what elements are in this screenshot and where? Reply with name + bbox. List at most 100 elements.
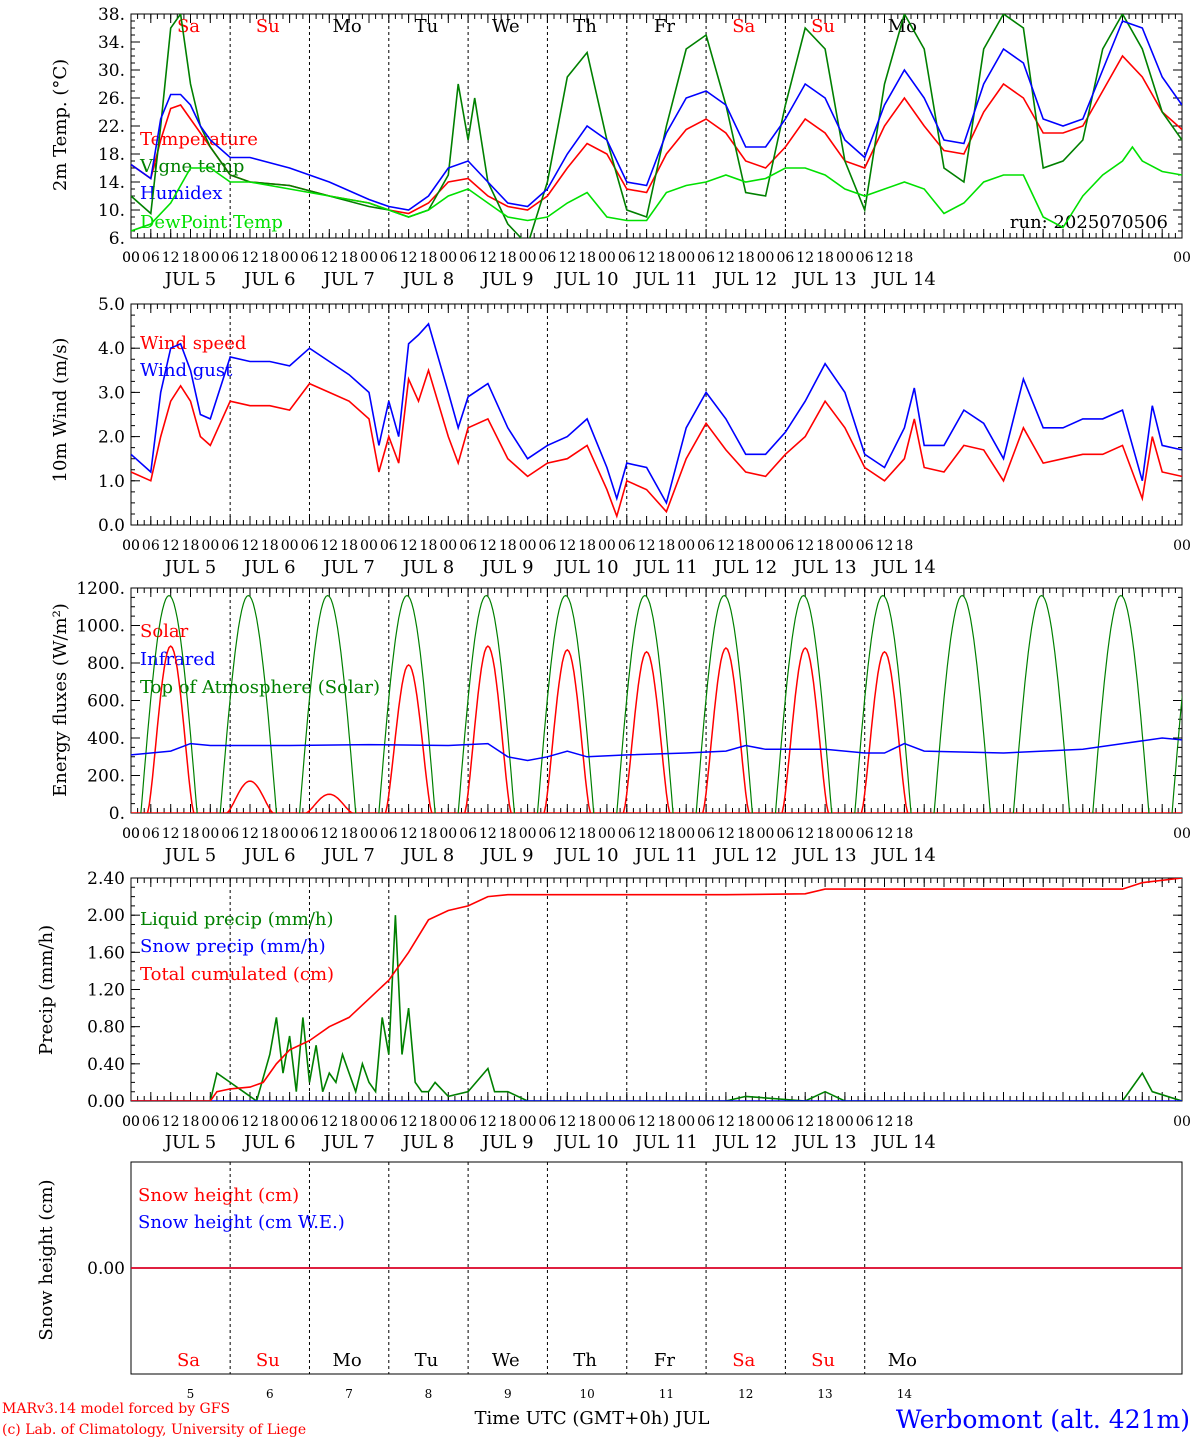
y-tick-label: 18. (98, 145, 125, 165)
day-name-label: Su (256, 16, 280, 37)
x-hour-label: 06 (459, 250, 477, 266)
x-hour-label: 18 (816, 826, 834, 842)
x-hour-label: 06 (142, 826, 160, 842)
x-day-number-label: 11 (659, 1387, 674, 1401)
panel-4-axes: 0.00 Sa Su Mo Tu We Th Fr Sa Su Mo (87, 1161, 1183, 1375)
x-date-label: JUL 13 (792, 1132, 857, 1153)
snow-panel-xaxis: 5 6 7 8 9 10 11 12 13 14 (187, 1387, 913, 1401)
x-hour-label: 00 (757, 1114, 775, 1130)
x-hour-label: 12 (400, 1114, 418, 1130)
day-name-label: Tu (415, 16, 439, 37)
x-hour-label: 12 (558, 538, 576, 554)
x-hour-label: 00 (201, 250, 219, 266)
station-label: Werbomont (alt. 421m) (896, 1405, 1190, 1434)
x-date-label: JUL 9 (480, 269, 534, 290)
x-hour-label: 18 (182, 826, 200, 842)
x-hour-label: 00 (519, 826, 537, 842)
x-hour-label: 12 (479, 826, 497, 842)
x-hour-label: 18 (420, 250, 438, 266)
y-tick-label: 14. (98, 173, 125, 193)
x-day-number-label: 14 (897, 1387, 913, 1401)
x-day-number-label: 12 (738, 1387, 753, 1401)
x-hour-label: 18 (895, 250, 913, 266)
x-date-label: JUL 11 (633, 269, 698, 290)
x-hour-label: 12 (717, 826, 735, 842)
x-date-label: JUL 10 (554, 557, 619, 578)
x-hour-label: 18 (737, 538, 755, 554)
x-hour-label: 18 (737, 826, 755, 842)
x-date-label: JUL 5 (163, 1132, 217, 1153)
day-name-label: Tu (415, 1350, 439, 1371)
day-name-label: Fr (654, 16, 675, 37)
x-date-label: JUL 8 (401, 1132, 455, 1153)
x-hour-label: 00 (201, 1114, 219, 1130)
day-name-label: Su (811, 16, 835, 37)
x-hour-label: 18 (340, 1114, 358, 1130)
x-hour-label: 18 (261, 826, 279, 842)
legend-snow-precip: Snow precip (mm/h) (140, 936, 326, 957)
x-hour-label: 06 (697, 538, 715, 554)
x-hour-label: 06 (697, 1114, 715, 1130)
x-hour-label: 00 (1173, 538, 1191, 554)
x-hour-label: 18 (658, 250, 676, 266)
x-date-label: JUL 10 (554, 1132, 619, 1153)
x-hour-label: 12 (638, 1114, 656, 1130)
x-hour-label: 00 (519, 538, 537, 554)
y-tick-label: 0.0 (98, 516, 125, 536)
x-hour-label: 00 (1173, 250, 1191, 266)
legend-temperature: Temperature (140, 129, 258, 150)
x-hour-label: 06 (221, 250, 239, 266)
run-label: run: 2025070506 (1010, 212, 1168, 233)
x-hour-label: 12 (241, 538, 259, 554)
y-tick-label: 4.0 (98, 339, 125, 359)
y-tick-label: 22. (98, 117, 125, 137)
x-hour-label: 00 (836, 1114, 854, 1130)
day-name-label: Th (573, 1350, 597, 1371)
x-date-label: JUL 5 (163, 557, 217, 578)
x-hour-label: 06 (856, 538, 874, 554)
x-hour-label: 00 (122, 250, 140, 266)
x-hour-label: 12 (162, 826, 180, 842)
x-hour-label: 18 (499, 250, 517, 266)
x-hour-label: 06 (301, 250, 319, 266)
x-axis-label: Time UTC (GMT+0h) JUL (475, 1408, 710, 1429)
x-date-label: JUL 12 (712, 269, 777, 290)
x-hour-label: 18 (261, 1114, 279, 1130)
y-tick-label: 1.60 (87, 943, 125, 963)
y-tick-label: 0.80 (87, 1018, 125, 1038)
x-hour-label: 06 (380, 538, 398, 554)
x-hour-label: 06 (856, 826, 874, 842)
legend-liquid-precip: Liquid precip (mm/h) (140, 909, 334, 930)
x-date-label: JUL 8 (401, 557, 455, 578)
x-date-label: JUL 13 (792, 557, 857, 578)
plot-frame (130, 303, 1183, 526)
x-hour-label: 00 (281, 250, 299, 266)
x-hour-label: 18 (420, 538, 438, 554)
x-minor-ticks (130, 14, 1183, 238)
x-hour-label: 12 (400, 538, 418, 554)
x-hour-label: 00 (757, 250, 775, 266)
series-line-b (131, 14, 1182, 238)
x-hour-label: 00 (757, 826, 775, 842)
x-day-number-label: 6 (266, 1387, 274, 1401)
x-hour-label: 12 (162, 538, 180, 554)
y-tick-label: 600. (87, 692, 125, 712)
series-group (131, 322, 1182, 519)
x-date-label: JUL 14 (871, 269, 936, 290)
x-date-label: JUL 10 (554, 845, 619, 866)
x-hour-label: 12 (320, 538, 338, 554)
x-day-number-label: 10 (579, 1387, 594, 1401)
y-tick-label: 30. (98, 61, 125, 81)
x-hour-label: 12 (876, 1114, 894, 1130)
x-hour-label: 18 (420, 826, 438, 842)
x-hour-label: 00 (201, 826, 219, 842)
x-day-number-label: 7 (345, 1387, 353, 1401)
legend-dewpoint: DewPoint Temp (140, 212, 283, 233)
legend-snow-height-we: Snow height (cm W.E.) (138, 1212, 345, 1233)
x-hour-label: 06 (539, 538, 557, 554)
x-hour-label: 06 (459, 1114, 477, 1130)
x-hour-label: 00 (122, 538, 140, 554)
x-hour-label: 00 (122, 250, 140, 266)
